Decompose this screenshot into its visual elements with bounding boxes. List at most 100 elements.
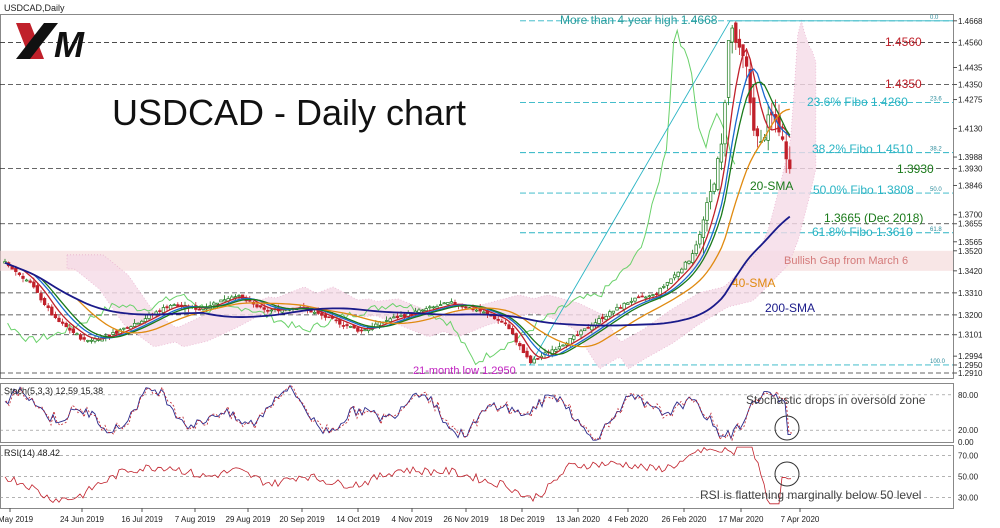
candle-body xyxy=(219,299,223,303)
candle-body xyxy=(669,278,673,284)
candle-body xyxy=(14,267,18,272)
fib-scale-label: 50.0 xyxy=(930,187,942,193)
fib-scale-label: 61.8 xyxy=(930,227,942,233)
fib-scale-label: 23.6 xyxy=(930,97,942,103)
candle-body xyxy=(50,306,54,316)
candle-body xyxy=(165,306,169,309)
candle-body xyxy=(651,294,655,296)
candle-body xyxy=(662,286,666,288)
candle-body xyxy=(53,313,58,318)
candle-body xyxy=(428,306,432,309)
candle-body xyxy=(500,320,504,323)
candle-body xyxy=(586,327,590,329)
ichimoku-cloud xyxy=(66,19,817,370)
candle-body xyxy=(356,327,360,332)
y-tick-label: 1.4560 xyxy=(958,38,983,47)
candle-body xyxy=(266,309,270,312)
fib-scale-label: 0.0 xyxy=(930,15,939,21)
candle-body xyxy=(363,329,367,332)
x-tick-label: 17 Mar 2020 xyxy=(719,515,764,524)
candle-body xyxy=(222,299,227,302)
candle-body xyxy=(258,305,263,308)
y-tick-label: 1.3700 xyxy=(958,211,983,220)
stoch-tick-label: 0.00 xyxy=(958,438,974,447)
y-tick-label: 1.2910 xyxy=(958,369,983,378)
svg-text:M: M xyxy=(54,24,85,62)
candle-body xyxy=(78,334,83,340)
candle-body xyxy=(215,302,220,305)
y-tick-label: 1.3310 xyxy=(958,289,983,298)
symbol-label: USDCAD,Daily xyxy=(4,3,65,13)
candle-body xyxy=(672,274,677,279)
candle-body xyxy=(57,317,61,323)
candle-body xyxy=(557,346,562,350)
level-annotation: 50.0% Fibo 1.3808 xyxy=(813,183,914,197)
candle-body xyxy=(143,318,148,322)
candle-body xyxy=(629,300,634,303)
candle-body xyxy=(86,340,90,342)
candle-body xyxy=(532,358,536,364)
candle-body xyxy=(262,307,266,310)
candle-body xyxy=(399,315,403,317)
candle-body xyxy=(122,327,126,330)
main-panel xyxy=(0,14,954,379)
candle-body xyxy=(719,143,724,163)
level-annotation: 1.4560 xyxy=(885,35,922,49)
candle-body xyxy=(35,285,40,293)
x-tick-label: 20 Sep 2019 xyxy=(279,515,325,524)
candle-body xyxy=(780,136,785,140)
candle-body xyxy=(608,311,612,317)
candle-body xyxy=(647,295,652,298)
candle-body xyxy=(28,280,32,283)
rsi-tick-label: 30.00 xyxy=(958,494,979,503)
candle-body xyxy=(514,333,518,343)
candle-body xyxy=(327,316,331,319)
y-tick-label: 1.4435 xyxy=(958,63,983,72)
candle-body xyxy=(172,304,176,307)
candle-body xyxy=(582,328,587,332)
sma-40 xyxy=(4,108,790,348)
candle-body xyxy=(71,328,76,333)
candle-body xyxy=(712,183,716,192)
candle-body xyxy=(734,22,738,43)
candle-body xyxy=(42,298,47,306)
x-tick-label: 26 Nov 2019 xyxy=(443,515,489,524)
candle-body xyxy=(32,281,36,288)
candle-body xyxy=(431,306,436,309)
y-tick-label: 1.3520 xyxy=(958,247,983,256)
x-tick-label: 31 May 2019 xyxy=(0,515,34,524)
y-tick-label: 1.3655 xyxy=(958,220,983,229)
candle-body xyxy=(701,219,706,238)
y-tick-label: 1.2950 xyxy=(958,361,983,370)
level-annotation: Bullish Gap from March 6 xyxy=(784,255,908,267)
candle-body xyxy=(46,305,50,309)
sma-blue xyxy=(4,68,791,357)
stoch-tick-label: 20.00 xyxy=(958,426,979,435)
candle-body xyxy=(690,253,695,263)
y-tick-label: 1.3565 xyxy=(958,238,983,247)
candle-body xyxy=(269,309,274,312)
candle-body xyxy=(615,306,619,311)
candle-body xyxy=(536,357,540,360)
candle-body xyxy=(161,307,166,313)
x-tick-label: 4 Nov 2019 xyxy=(392,515,433,524)
x-tick-label: 7 Aug 2019 xyxy=(175,515,216,524)
y-tick-label: 1.3988 xyxy=(958,153,983,162)
candle-body xyxy=(525,350,529,358)
candle-body xyxy=(136,322,140,325)
candle-body xyxy=(600,316,605,320)
candle-body xyxy=(752,97,756,131)
candle-body xyxy=(723,102,727,145)
chikou-span xyxy=(7,28,736,366)
stoch-d-line xyxy=(5,384,792,442)
candle-body xyxy=(528,355,533,364)
candle-body xyxy=(395,315,400,319)
y-tick-label: 1.4130 xyxy=(958,125,983,134)
candle-body xyxy=(572,335,576,340)
candle-body xyxy=(510,328,515,335)
candle-body xyxy=(654,293,659,295)
rsi-annotation: RSI is flattening marginally below 50 le… xyxy=(700,488,921,502)
candle-body xyxy=(698,234,702,245)
